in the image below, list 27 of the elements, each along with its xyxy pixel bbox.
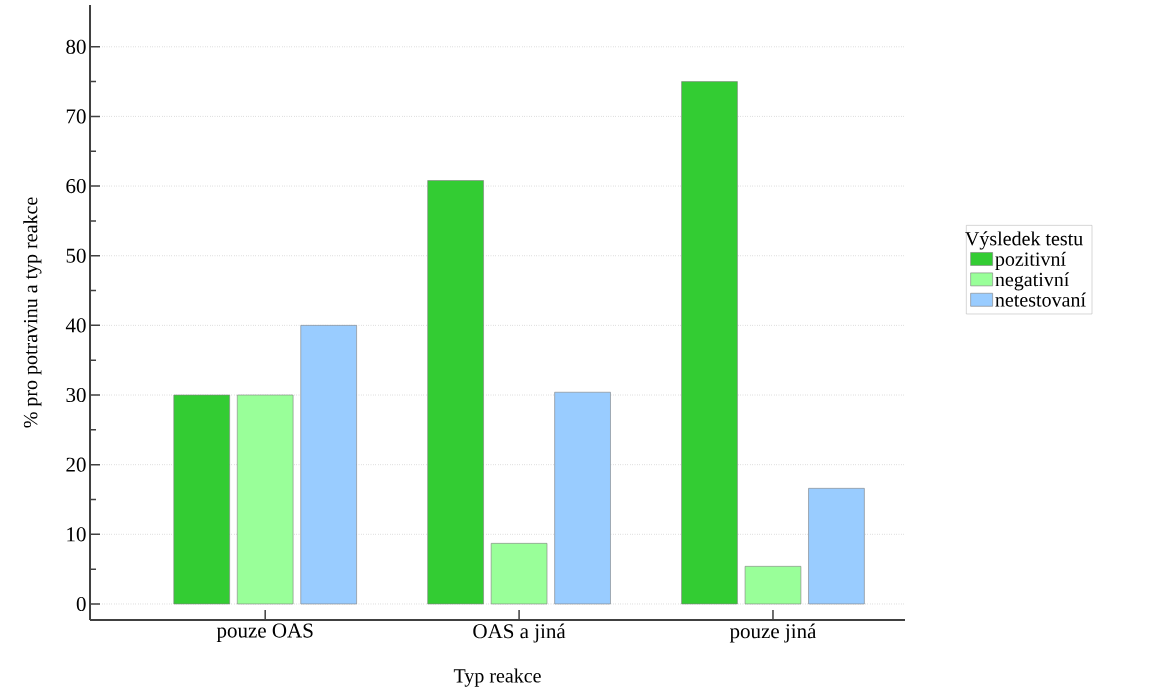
y-tick-label: 80 <box>66 39 86 54</box>
bar <box>808 488 865 605</box>
bar <box>427 180 484 605</box>
bar <box>173 394 230 605</box>
y-tick-label: 30 <box>66 387 86 403</box>
y-tick-label: 10 <box>67 527 86 542</box>
legend-label: netestovaní <box>995 292 1086 307</box>
legend-label: pozitivní <box>995 251 1066 270</box>
y-tick-label: 70 <box>66 109 86 124</box>
y-tick-label: 60 <box>66 179 86 194</box>
bar <box>744 566 802 605</box>
y-tick-label: 0 <box>76 596 86 612</box>
bar <box>681 81 738 605</box>
x-tick-label: OAS a jiná <box>473 623 566 643</box>
y-tick-label: 40 <box>65 318 86 333</box>
legend-title: Výsledek testu <box>965 231 1083 250</box>
x-tick-label: pouze jiná <box>729 623 817 643</box>
y-tick-label: 20 <box>66 457 86 472</box>
x-tick-label: pouze OAS <box>216 623 313 642</box>
y-tick-label: 50 <box>66 248 86 263</box>
x-axis-title: Typ reakce <box>453 668 541 687</box>
bar <box>554 391 611 605</box>
bar <box>490 543 548 605</box>
bar <box>236 394 294 605</box>
legend-label: negativní <box>995 272 1070 291</box>
bar <box>300 325 357 605</box>
y-axis-title: % pro potravinu a typ reakce <box>23 197 42 428</box>
